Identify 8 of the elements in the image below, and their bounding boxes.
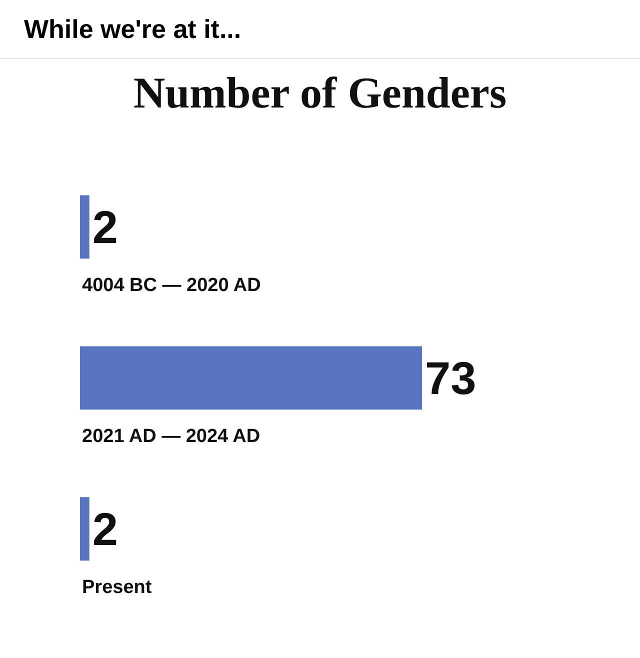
chart-title: While we're at it... [0,0,640,59]
data-label: 73 [425,352,476,404]
data-label: 2 [92,502,118,555]
y-tick-label: Present [82,577,152,598]
y-tick-label: 2021 AD — 2024 AD [82,426,260,447]
data-label: 2 [92,200,118,253]
y-tick-label: 4004 BC — 2020 AD [82,275,261,296]
chart-subtitle: Number of Genders [133,68,507,118]
